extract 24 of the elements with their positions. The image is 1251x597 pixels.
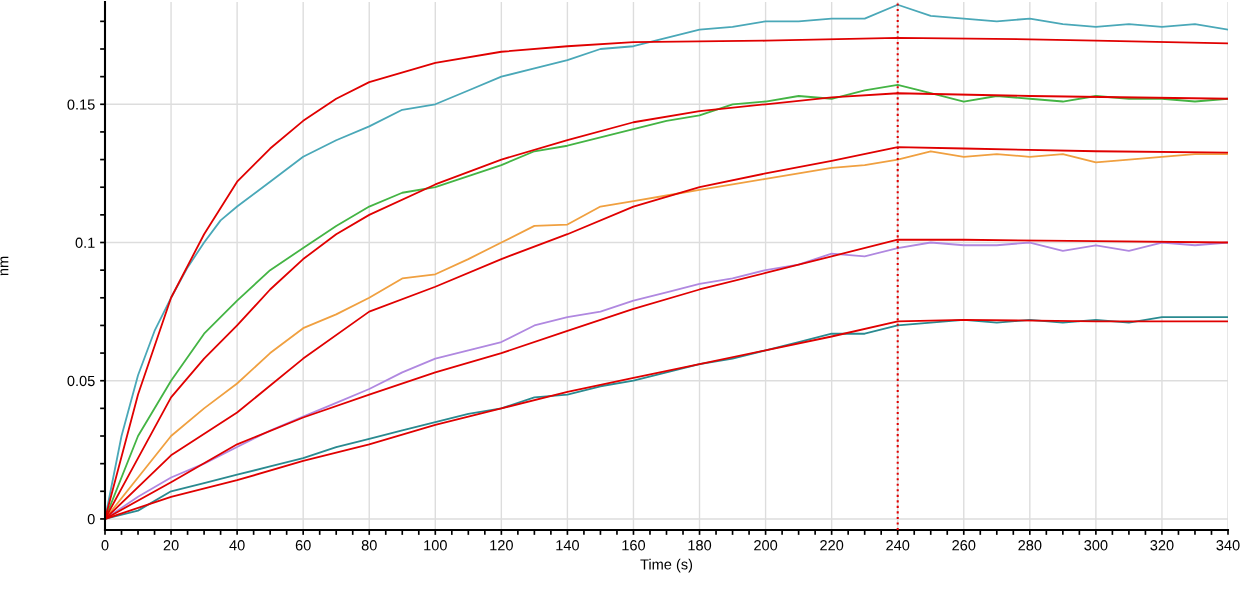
x-tick-label: 20 [163, 540, 179, 551]
x-tick-label: 240 [886, 540, 910, 551]
x-tick-label: 320 [1150, 540, 1174, 551]
x-axis-title: Time (s) [640, 558, 693, 573]
x-tick-label: 0 [101, 540, 109, 551]
y-tick-label: 0.1 [75, 237, 95, 248]
x-tick-label: 280 [1018, 540, 1042, 551]
x-tick-label: 180 [688, 540, 712, 551]
x-tick-label: 80 [361, 540, 377, 551]
x-tick-label: 100 [424, 540, 447, 551]
x-tick-label: 140 [556, 540, 580, 551]
x-tick-label: 200 [754, 540, 778, 551]
x-tick-label: 40 [229, 540, 245, 551]
x-tick-label: 60 [295, 540, 311, 551]
y-tick-label: 0.15 [67, 99, 95, 110]
x-tick-label: 260 [952, 540, 976, 551]
y-tick-label: 0.05 [67, 375, 95, 387]
x-tick-label: 300 [1084, 540, 1108, 551]
y-tick-label: 0 [87, 514, 95, 525]
x-tick-label: 220 [820, 540, 844, 551]
x-tick-label: 340 [1216, 540, 1240, 551]
x-tick-label: 160 [622, 540, 646, 551]
x-tick-label: 120 [490, 540, 513, 551]
y-axis-title: nm [0, 256, 9, 276]
